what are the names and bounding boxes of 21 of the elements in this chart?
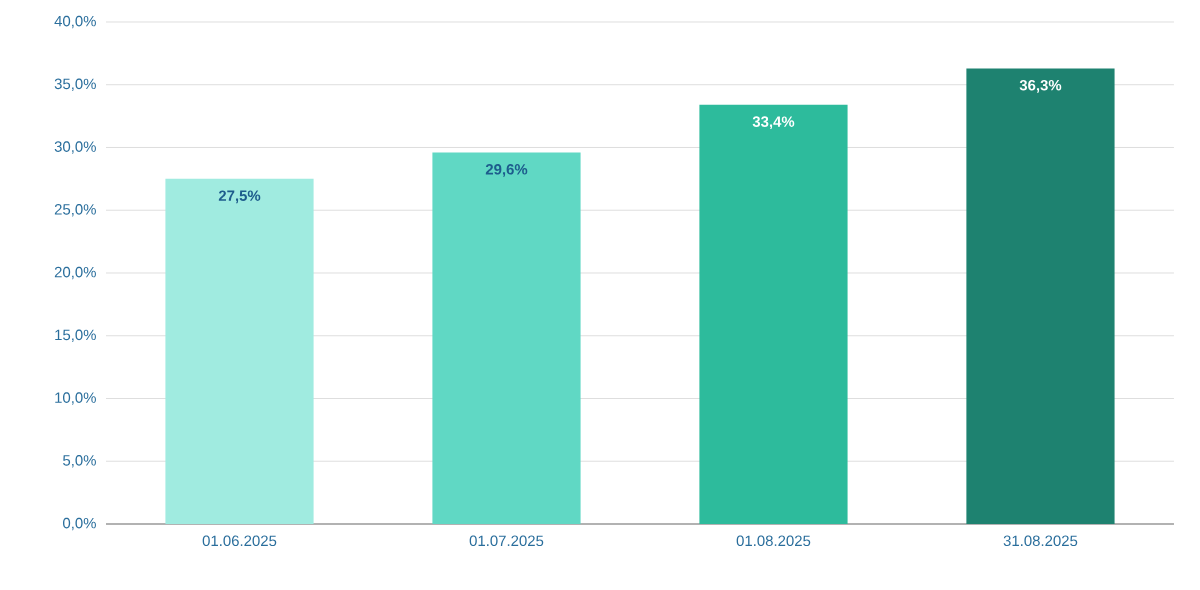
x-tick-label: 01.07.2025 xyxy=(469,535,544,547)
data-label: 29,6% xyxy=(485,164,528,177)
x-tick-label: 31.08.2025 xyxy=(1003,535,1078,547)
bar xyxy=(432,152,581,524)
y-tick-label: 40,0% xyxy=(54,15,96,29)
data-label: 36,3% xyxy=(1019,79,1062,93)
y-tick-label: 10,0% xyxy=(55,392,96,405)
y-tick-label: 30,0% xyxy=(54,141,96,154)
x-tick-label: 01.08.2025 xyxy=(736,535,811,547)
x-tick-label: 01.06.2025 xyxy=(202,535,277,547)
y-tick-label: 25,0% xyxy=(54,204,96,217)
y-tick-label: 35,0% xyxy=(54,78,96,91)
bar xyxy=(966,68,1115,524)
y-tick-label: 5,0% xyxy=(63,455,96,468)
y-tick-label: 15,0% xyxy=(55,329,96,342)
y-tick-label: 0,0% xyxy=(63,517,96,531)
bar xyxy=(699,104,848,524)
data-label: 33,4% xyxy=(752,116,795,130)
data-label: 27,5% xyxy=(218,190,261,204)
y-tick-label: 20,0% xyxy=(54,266,96,280)
bar xyxy=(165,178,314,524)
